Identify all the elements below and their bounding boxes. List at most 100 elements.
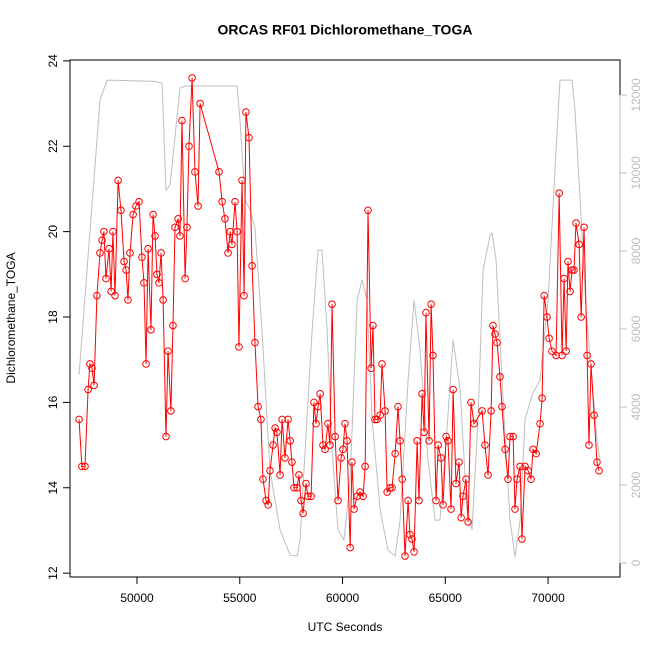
y-tick-label: 12 bbox=[46, 566, 60, 580]
data-point bbox=[455, 458, 463, 466]
data-point bbox=[577, 313, 585, 321]
data-point bbox=[86, 360, 94, 368]
data-point bbox=[149, 210, 157, 219]
data-point bbox=[511, 505, 519, 513]
data-point bbox=[406, 530, 414, 539]
y2-tick-label: 6000 bbox=[629, 315, 643, 342]
data-point bbox=[297, 496, 305, 505]
data-point bbox=[167, 407, 175, 415]
data-point bbox=[381, 407, 389, 415]
data-point bbox=[142, 360, 150, 368]
data-point bbox=[555, 189, 563, 197]
data-point bbox=[462, 475, 470, 484]
data-point bbox=[408, 535, 416, 543]
data-line bbox=[78, 77, 600, 557]
data-point bbox=[394, 402, 402, 411]
data-point bbox=[527, 475, 535, 484]
data-point bbox=[545, 334, 553, 343]
data-point bbox=[254, 402, 262, 411]
y-tick-label: 20 bbox=[46, 225, 60, 239]
data-point bbox=[478, 407, 486, 415]
data-point bbox=[257, 415, 265, 424]
data-point bbox=[498, 402, 506, 411]
data-point bbox=[183, 223, 191, 232]
data-point bbox=[398, 475, 406, 484]
data-point bbox=[164, 347, 172, 355]
data-point bbox=[587, 360, 595, 368]
data-point bbox=[341, 419, 349, 428]
data-point bbox=[159, 296, 167, 304]
data-point bbox=[240, 291, 248, 300]
data-point bbox=[361, 462, 369, 471]
data-point bbox=[176, 232, 184, 240]
data-point bbox=[286, 437, 294, 445]
y2-tick-label: 8000 bbox=[629, 237, 643, 264]
data-point bbox=[343, 437, 351, 445]
data-point bbox=[378, 360, 386, 368]
x-axis-label: UTC Seconds bbox=[308, 620, 383, 634]
y-tick-label: 16 bbox=[46, 395, 60, 409]
data-point bbox=[339, 445, 347, 454]
data-point bbox=[585, 441, 593, 449]
data-point bbox=[174, 215, 182, 223]
data-point bbox=[328, 300, 336, 308]
data-point bbox=[307, 492, 315, 501]
data-point bbox=[459, 492, 467, 501]
data-point bbox=[413, 437, 421, 445]
data-point bbox=[151, 232, 159, 240]
data-point bbox=[304, 492, 312, 501]
data-point bbox=[504, 475, 512, 484]
data-point bbox=[434, 441, 442, 449]
data-point bbox=[457, 513, 465, 522]
data-point bbox=[481, 441, 489, 449]
data-point bbox=[548, 347, 556, 355]
data-point bbox=[218, 197, 226, 206]
data-point bbox=[78, 462, 86, 471]
data-point bbox=[449, 385, 457, 394]
y-tick-label: 22 bbox=[46, 139, 60, 153]
data-point bbox=[524, 466, 532, 475]
data-point bbox=[299, 509, 307, 518]
data-point bbox=[467, 398, 475, 407]
y2-tick-label: 4000 bbox=[629, 393, 643, 420]
data-point bbox=[221, 215, 229, 223]
data-point bbox=[410, 548, 418, 556]
data-point bbox=[369, 321, 377, 330]
data-point bbox=[181, 274, 189, 283]
data-point bbox=[427, 300, 435, 308]
data-point bbox=[109, 227, 117, 236]
data-point bbox=[191, 168, 199, 176]
data-point bbox=[233, 227, 241, 236]
data-point bbox=[84, 385, 92, 394]
data-point bbox=[558, 351, 566, 360]
data-point bbox=[238, 176, 246, 185]
data-point bbox=[452, 479, 460, 488]
data-point bbox=[562, 347, 570, 355]
data-point bbox=[111, 291, 119, 300]
data-point bbox=[310, 398, 318, 407]
data-point bbox=[266, 466, 274, 475]
data-point bbox=[321, 445, 329, 454]
data-point bbox=[122, 266, 130, 274]
data-point bbox=[518, 535, 526, 543]
data-point bbox=[422, 308, 430, 317]
data-point bbox=[337, 454, 345, 462]
data-point bbox=[196, 99, 204, 108]
data-point bbox=[326, 441, 334, 449]
data-point bbox=[536, 419, 544, 428]
data-point bbox=[425, 437, 433, 445]
data-point bbox=[96, 249, 104, 257]
data-point bbox=[516, 462, 524, 471]
data-point bbox=[135, 197, 143, 206]
data-point bbox=[120, 257, 128, 266]
data-point bbox=[532, 449, 540, 458]
y-axis-label: Dichloromethane_TOGA bbox=[4, 252, 18, 383]
data-point bbox=[396, 437, 404, 445]
data-point bbox=[432, 496, 440, 505]
data-point bbox=[269, 441, 277, 449]
data-point bbox=[295, 471, 303, 479]
data-point bbox=[98, 236, 106, 244]
data-point bbox=[442, 432, 450, 441]
data-point bbox=[100, 227, 108, 236]
data-point bbox=[185, 142, 193, 151]
